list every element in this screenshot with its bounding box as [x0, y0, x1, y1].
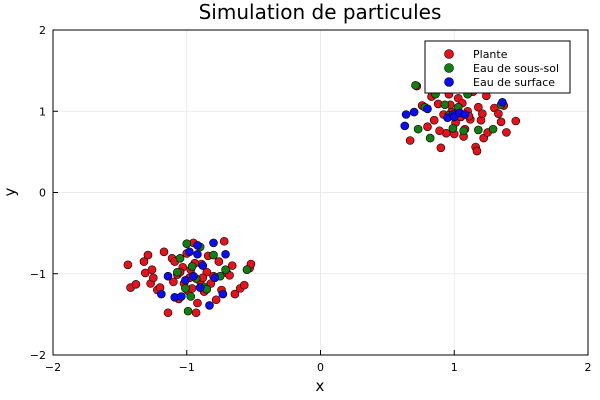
legend-label-2: Eau de surface — [473, 76, 555, 89]
point-2-0 — [157, 289, 166, 299]
point-1-15 — [411, 80, 420, 90]
point-1-0 — [173, 267, 182, 277]
point-0-89 — [435, 126, 444, 136]
point-0-88 — [478, 109, 487, 118]
point-0-35 — [219, 236, 229, 246]
point-1-20 — [440, 100, 450, 110]
point-2-14 — [218, 289, 228, 299]
legend-marker-0 — [444, 49, 454, 59]
point-1-3 — [183, 306, 193, 316]
point-2-10 — [198, 261, 208, 270]
point-1-2 — [182, 239, 192, 248]
point-2-11 — [205, 301, 214, 310]
point-0-23 — [191, 308, 201, 318]
point-2-18 — [409, 107, 419, 117]
x-tick-label-3: 1 — [451, 361, 458, 374]
legend-label-1: Eau de sous-sol — [473, 62, 559, 75]
point-1-18 — [425, 133, 435, 143]
point-0-57 — [436, 143, 446, 153]
point-2-12 — [209, 238, 218, 248]
x-axis-label: x — [316, 377, 325, 395]
x-tick-label-0: −2 — [45, 361, 61, 374]
point-0-2 — [131, 280, 141, 289]
point-1-21 — [448, 124, 458, 133]
y-tick-label-1: −1 — [30, 268, 46, 281]
y-tick-label-4: 2 — [39, 24, 46, 37]
point-2-3 — [177, 292, 186, 301]
point-0-84 — [511, 116, 521, 126]
point-1-4 — [186, 292, 196, 301]
point-2-13 — [210, 273, 220, 283]
point-0-39 — [230, 289, 240, 299]
point-2-1 — [163, 271, 173, 281]
point-1-25 — [474, 125, 483, 135]
point-1-26 — [488, 124, 498, 134]
point-1-5 — [187, 262, 197, 271]
point-0-32 — [211, 295, 221, 305]
x-tick-label-1: −1 — [179, 361, 195, 374]
point-0-7 — [147, 265, 157, 274]
point-2-4 — [181, 275, 190, 285]
point-0-3 — [139, 257, 149, 266]
point-0-38 — [227, 261, 237, 270]
point-2-8 — [193, 241, 202, 250]
point-0-44 — [169, 277, 178, 287]
point-2-19 — [423, 104, 432, 114]
point-0-83 — [502, 128, 511, 137]
point-0-53 — [423, 122, 432, 131]
point-2-7 — [193, 249, 202, 259]
y-tick-label-0: −2 — [30, 349, 46, 362]
point-0-5 — [143, 250, 153, 260]
legend-marker-1 — [444, 63, 454, 73]
point-1-12 — [221, 265, 230, 274]
point-0-24 — [193, 298, 202, 308]
point-0-73 — [472, 146, 482, 156]
x-tick-label-4: 2 — [585, 361, 592, 374]
point-0-33 — [214, 257, 224, 266]
point-0-50 — [405, 136, 415, 145]
y-tick-label-3: 1 — [39, 105, 46, 118]
point-1-10 — [209, 250, 218, 260]
chart-title: Simulation de particules — [199, 0, 442, 24]
legend-label-0: Plante — [473, 48, 508, 61]
y-tick-label-2: 0 — [39, 187, 46, 200]
point-0-11 — [163, 308, 173, 318]
point-2-15 — [221, 249, 230, 259]
point-0-10 — [159, 247, 169, 257]
point-0-74 — [474, 102, 483, 112]
data-points — [123, 80, 521, 318]
point-2-16 — [400, 121, 410, 131]
point-2-17 — [401, 110, 411, 119]
x-tick-label-2: 0 — [317, 361, 324, 374]
y-axis-label: y — [1, 187, 19, 196]
point-0-48 — [149, 273, 158, 283]
axis-ticks: −2 −1 0 1 2 −2 −1 0 1 2 — [30, 24, 592, 374]
legend-marker-2 — [444, 77, 454, 87]
point-1-23 — [459, 126, 468, 136]
point-0-0 — [123, 260, 133, 270]
point-2-25 — [498, 98, 507, 107]
point-2-9 — [195, 283, 205, 292]
point-2-6 — [189, 271, 198, 281]
point-1-16 — [413, 124, 423, 134]
point-0-41 — [239, 280, 249, 290]
point-0-55 — [429, 115, 439, 125]
point-2-5 — [185, 247, 194, 257]
point-1-1 — [175, 254, 185, 263]
point-0-81 — [496, 117, 506, 127]
point-0-80 — [494, 109, 503, 118]
point-1-14 — [181, 284, 190, 293]
point-1-13 — [242, 265, 252, 274]
point-2-24 — [460, 110, 470, 119]
